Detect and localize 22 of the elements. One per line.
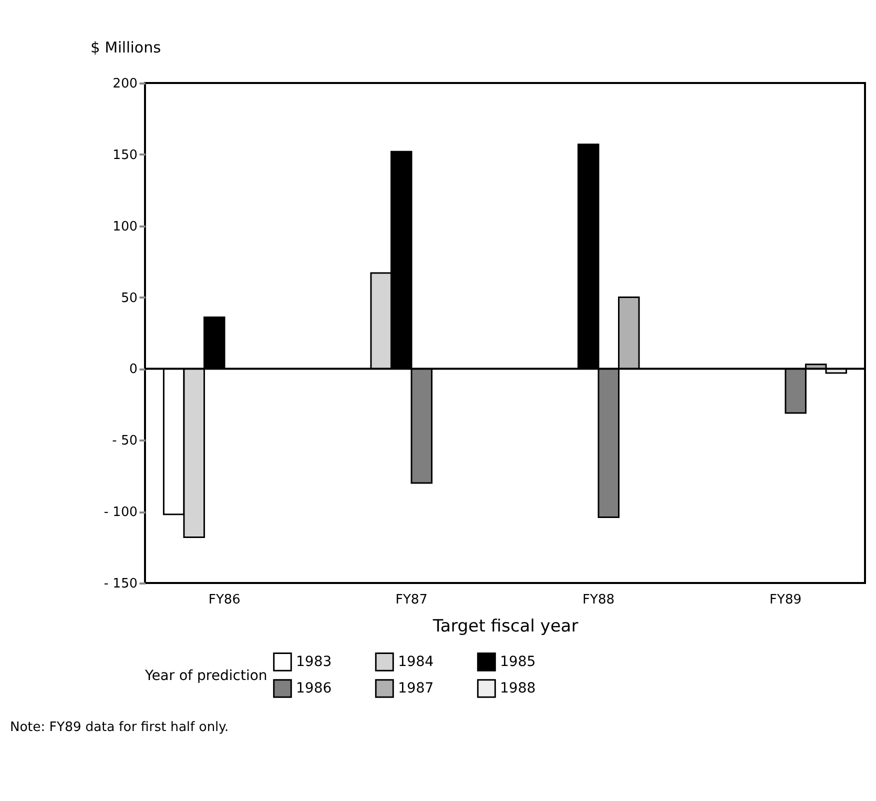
legend-label: 1986	[296, 680, 332, 696]
y-tick-label: 100	[112, 219, 138, 234]
y-tick-label: 50	[120, 290, 138, 306]
y-tick-label: 200	[112, 76, 138, 92]
x-tick-label: FY87	[396, 592, 428, 608]
x-tick-label: FY88	[582, 592, 614, 608]
x-axis-title: Target fiscal year	[432, 616, 578, 636]
y-tick-label: 150	[112, 148, 138, 163]
y-tick-label: - 50	[112, 434, 138, 449]
text: Note: FY89 data for first half only.	[10, 720, 229, 735]
legend-label: 1988	[500, 680, 536, 696]
y-axis-title: $ Millions	[90, 38, 162, 56]
x-tick-label: FY86	[208, 592, 240, 608]
y-tick-label: - 150	[104, 576, 138, 592]
y-tick-label: 0	[129, 362, 138, 378]
y-tick-label: - 100	[104, 505, 138, 520]
x-tick-label: FY89	[770, 592, 802, 608]
legend-label: 1985	[500, 654, 536, 670]
legend-title: Year of prediction	[144, 668, 268, 684]
legend-label: 1987	[398, 680, 434, 696]
legend-label: 1984	[398, 654, 434, 670]
legend-label: 1983	[296, 654, 332, 670]
